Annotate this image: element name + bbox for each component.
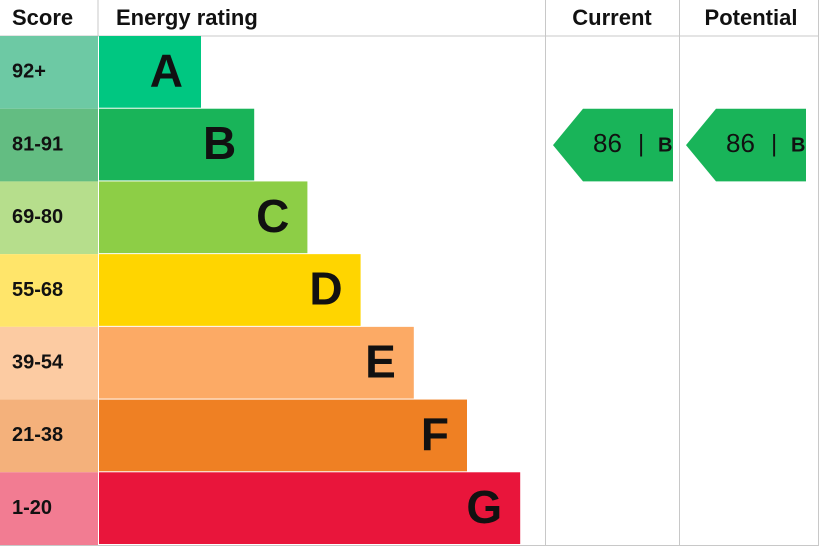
score-range: 69-80 xyxy=(12,206,63,228)
rating-letter: E xyxy=(365,335,396,387)
rating-band: B xyxy=(658,134,672,156)
current-rating: 86 | B xyxy=(553,108,673,182)
score-cell xyxy=(0,36,98,109)
score-cell xyxy=(0,399,98,473)
header-potential: Potential xyxy=(705,5,798,30)
score-cell xyxy=(0,326,98,400)
rating-letter: G xyxy=(466,481,502,533)
rating-separator: | xyxy=(771,130,777,157)
rating-bar xyxy=(99,254,361,326)
score-cell xyxy=(0,181,98,255)
rating-bar xyxy=(99,181,308,254)
rating-score: 86 xyxy=(593,128,622,158)
rating-bar xyxy=(99,472,521,544)
score-cell xyxy=(0,254,98,327)
header-score: Score xyxy=(12,5,73,30)
score-range: 39-54 xyxy=(12,351,64,373)
header-rating: Energy rating xyxy=(116,5,258,30)
rating-bar xyxy=(99,326,414,399)
potential-rating: 86 | B xyxy=(686,108,806,182)
score-range: 55-68 xyxy=(12,279,63,301)
rating-letter: F xyxy=(421,408,449,460)
rating-arrow xyxy=(553,108,673,182)
rating-band: B xyxy=(791,134,805,156)
rating-arrow xyxy=(686,108,806,182)
score-cell xyxy=(0,108,98,182)
score-range: 81-91 xyxy=(12,133,63,155)
score-cell xyxy=(0,472,98,545)
score-range: 92+ xyxy=(12,61,46,83)
rating-letter: C xyxy=(256,190,289,242)
rating-bar xyxy=(99,108,255,181)
rating-bar xyxy=(99,36,201,108)
rating-bar xyxy=(99,399,467,472)
rating-letter: D xyxy=(309,263,342,315)
score-range: 1-20 xyxy=(12,497,52,519)
rating-letter: A xyxy=(150,45,183,97)
rating-letter: B xyxy=(203,117,236,169)
rating-separator: | xyxy=(638,130,644,157)
header-current: Current xyxy=(572,5,652,30)
rating-score: 86 xyxy=(726,128,755,158)
score-range: 21-38 xyxy=(12,424,63,446)
